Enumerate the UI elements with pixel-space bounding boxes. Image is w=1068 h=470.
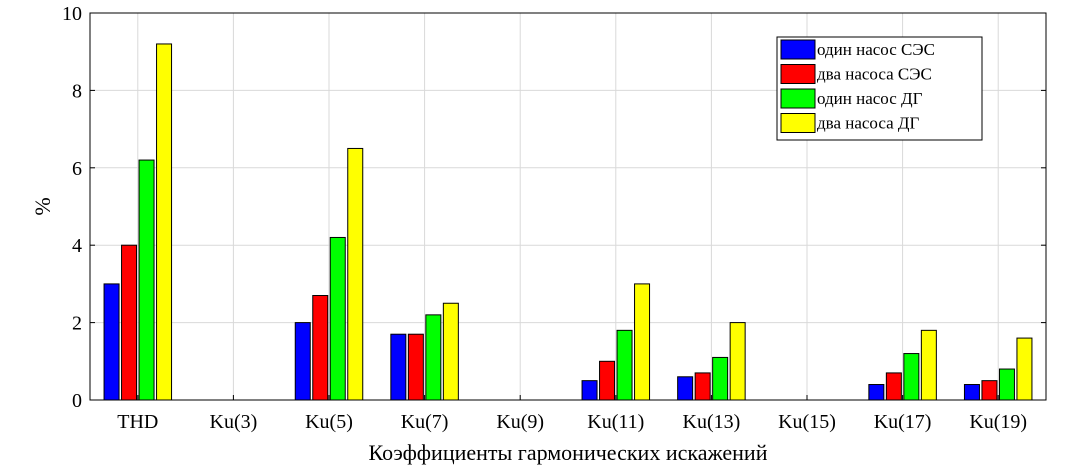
y-tick-label: 2 [72, 313, 82, 335]
bar [329, 236, 346, 401]
legend-label: два насоса СЭС [817, 65, 932, 84]
bar [599, 360, 616, 401]
bar [121, 244, 138, 401]
bar [868, 384, 885, 401]
bar [963, 384, 980, 401]
x-tick-label: Ku(11) [587, 411, 644, 433]
bars [103, 43, 1033, 401]
legend: один насос СЭС два насоса СЭС один насос Д… [776, 36, 983, 141]
y-tick-label: 4 [72, 235, 82, 257]
bar [677, 376, 694, 401]
y-tick-label: 8 [72, 80, 82, 102]
bar [903, 353, 920, 401]
y-tick-label: 0 [72, 390, 82, 412]
bar [981, 380, 998, 401]
x-tick-label: Ku(7) [401, 411, 449, 433]
x-tick-label: Ku(5) [305, 411, 353, 433]
bar [1016, 337, 1033, 401]
x-tick-label: Ku(13) [683, 411, 741, 433]
x-axis-label: Коэффициенты гармонических искажений [369, 440, 768, 465]
bar [694, 372, 711, 401]
bar [347, 147, 364, 401]
bar [407, 333, 424, 401]
bar [920, 329, 937, 401]
y-tick-label: 6 [72, 158, 82, 180]
x-tick-label: Ku(15) [778, 411, 836, 433]
bar [998, 368, 1015, 401]
plot-frame [89, 12, 1047, 401]
bar [442, 302, 459, 401]
legend-swatch [780, 113, 816, 133]
bar [294, 322, 311, 401]
bar [138, 159, 155, 401]
y-axis-label: % [30, 197, 55, 215]
x-tick-label: THD [117, 411, 158, 433]
tick-labels: 0 2 4 6 8 10 THD Ku(3) Ku(5) Ku(7) Ku(9) Ku(11) Ku(1… [62, 3, 1046, 433]
bar [729, 322, 746, 401]
bar [312, 295, 329, 401]
bar [103, 283, 120, 401]
bar [712, 356, 729, 401]
legend-swatch [780, 39, 816, 60]
x-tick-label: Ku(17) [874, 411, 932, 433]
bar [390, 333, 407, 401]
legend-label: два насоса ДГ [817, 114, 920, 133]
legend-label: один насос СЭС [817, 40, 935, 59]
bar [616, 329, 633, 401]
y-tick-label: 10 [62, 3, 82, 25]
bar [581, 380, 598, 401]
bar [156, 43, 173, 401]
legend-label: один насос ДГ [817, 89, 923, 108]
x-tick-label: Ku(3) [210, 411, 258, 433]
x-tick-label: Ku(9) [496, 411, 544, 433]
bar [634, 283, 651, 401]
legend-swatch [780, 88, 816, 109]
bar [885, 372, 902, 401]
x-tick-label: Ku(19) [969, 411, 1027, 433]
bar [425, 314, 442, 401]
legend-swatch [780, 64, 816, 84]
